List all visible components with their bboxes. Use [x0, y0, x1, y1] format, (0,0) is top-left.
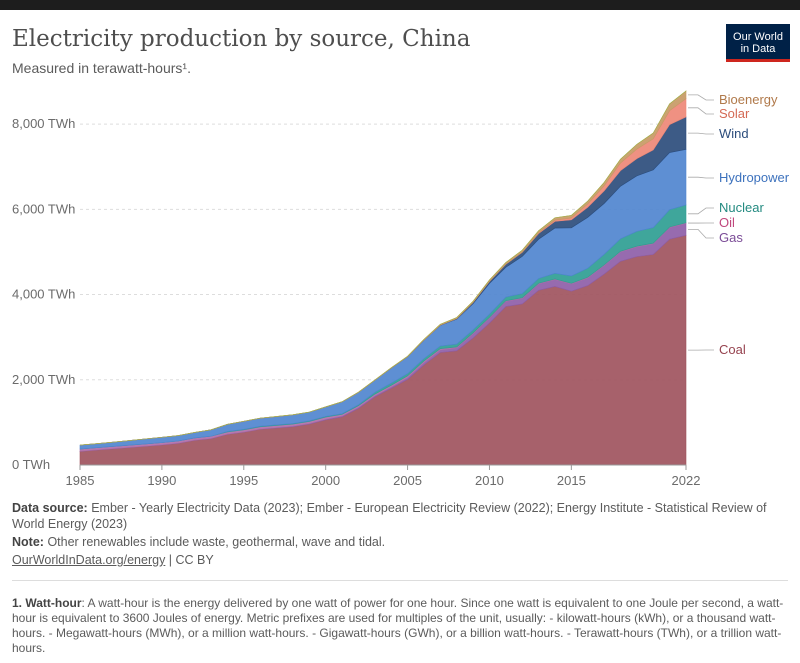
legend-label-hydropower[interactable]: Hydropower	[719, 170, 790, 185]
area-series[interactable]	[79, 90, 687, 466]
legend-label-gas[interactable]: Gas	[719, 230, 743, 245]
x-tick-label: 1985	[66, 473, 95, 488]
footnote: 1. Watt-hour: A watt-hour is the energy …	[12, 596, 788, 656]
data-source-text: Ember - Yearly Electricity Data (2023); …	[12, 501, 767, 531]
y-tick-label: 2,000 TWh	[12, 372, 75, 387]
chart-title: Electricity production by source, China	[12, 26, 471, 52]
chart-subtitle: Measured in terawatt-hours¹.	[12, 60, 191, 76]
area-other-renewables[interactable]	[79, 90, 687, 446]
source-links: OurWorldInData.org/energy | CC BY	[12, 552, 782, 568]
footnote-text: : A watt-hour is the energy delivered by…	[12, 596, 784, 655]
y-tick-label: 0 TWh	[12, 457, 50, 472]
y-tick-label: 4,000 TWh	[12, 287, 75, 302]
x-tick-label: 2000	[311, 473, 340, 488]
legend-label-coal[interactable]: Coal	[719, 342, 746, 357]
legend-leader-solar	[688, 107, 714, 115]
legend-label-nuclear[interactable]: Nuclear	[719, 200, 764, 215]
legend-label-solar[interactable]: Solar	[719, 106, 750, 121]
y-tick-label: 8,000 TWh	[12, 116, 75, 131]
note-text: Other renewables include waste, geotherm…	[47, 535, 386, 549]
legend-leader-wind	[688, 132, 714, 135]
legend-leader-hydropower	[688, 176, 714, 179]
x-tick-label: 2005	[393, 473, 422, 488]
top-bar	[0, 0, 800, 10]
x-tick-label: 2015	[557, 473, 586, 488]
legend-leader-nuclear	[688, 207, 714, 215]
chart-footer: Data source: Ember - Yearly Electricity …	[12, 500, 782, 570]
footer-divider	[12, 580, 788, 581]
owid-energy-link[interactable]: OurWorldInData.org/energy	[12, 553, 166, 567]
x-tick-label: 2022	[672, 473, 701, 488]
legend-leader-bioenergy	[688, 94, 714, 101]
legend-label-wind[interactable]: Wind	[719, 126, 749, 141]
note-label: Note:	[12, 535, 44, 549]
legend-label-bioenergy[interactable]: Bioenergy	[719, 92, 778, 107]
data-source: Data source: Ember - Yearly Electricity …	[12, 500, 782, 532]
legend-leader-gas	[688, 228, 714, 239]
note: Note: Other renewables include waste, ge…	[12, 534, 782, 550]
x-tick-label: 2010	[475, 473, 504, 488]
x-tick-label: 1995	[229, 473, 258, 488]
data-source-label: Data source:	[12, 501, 88, 515]
legend-label-oil[interactable]: Oil	[719, 215, 735, 230]
license-link[interactable]: | CC BY	[165, 553, 214, 567]
logo-line-1: Our World	[733, 31, 783, 43]
x-tick-label: 1990	[147, 473, 176, 488]
y-axis: 0 TWh 2,000 TWh 4,000 TWh 6,000 TWh 8,000 TW…	[12, 116, 75, 472]
stacked-area-chart[interactable]: 0 TWh 2,000 TWh 4,000 TWh 6,000 TWh 8,000 TW…	[0, 80, 800, 490]
logo-line-2: in Data	[740, 43, 776, 55]
x-axis: 1985 1990 1995 2000 2005 2010 2015 2022	[66, 464, 701, 488]
footnote-label: 1. Watt-hour	[12, 596, 82, 610]
y-tick-label: 6,000 TWh	[12, 201, 75, 216]
owid-logo[interactable]: Our World in Data	[726, 24, 790, 62]
